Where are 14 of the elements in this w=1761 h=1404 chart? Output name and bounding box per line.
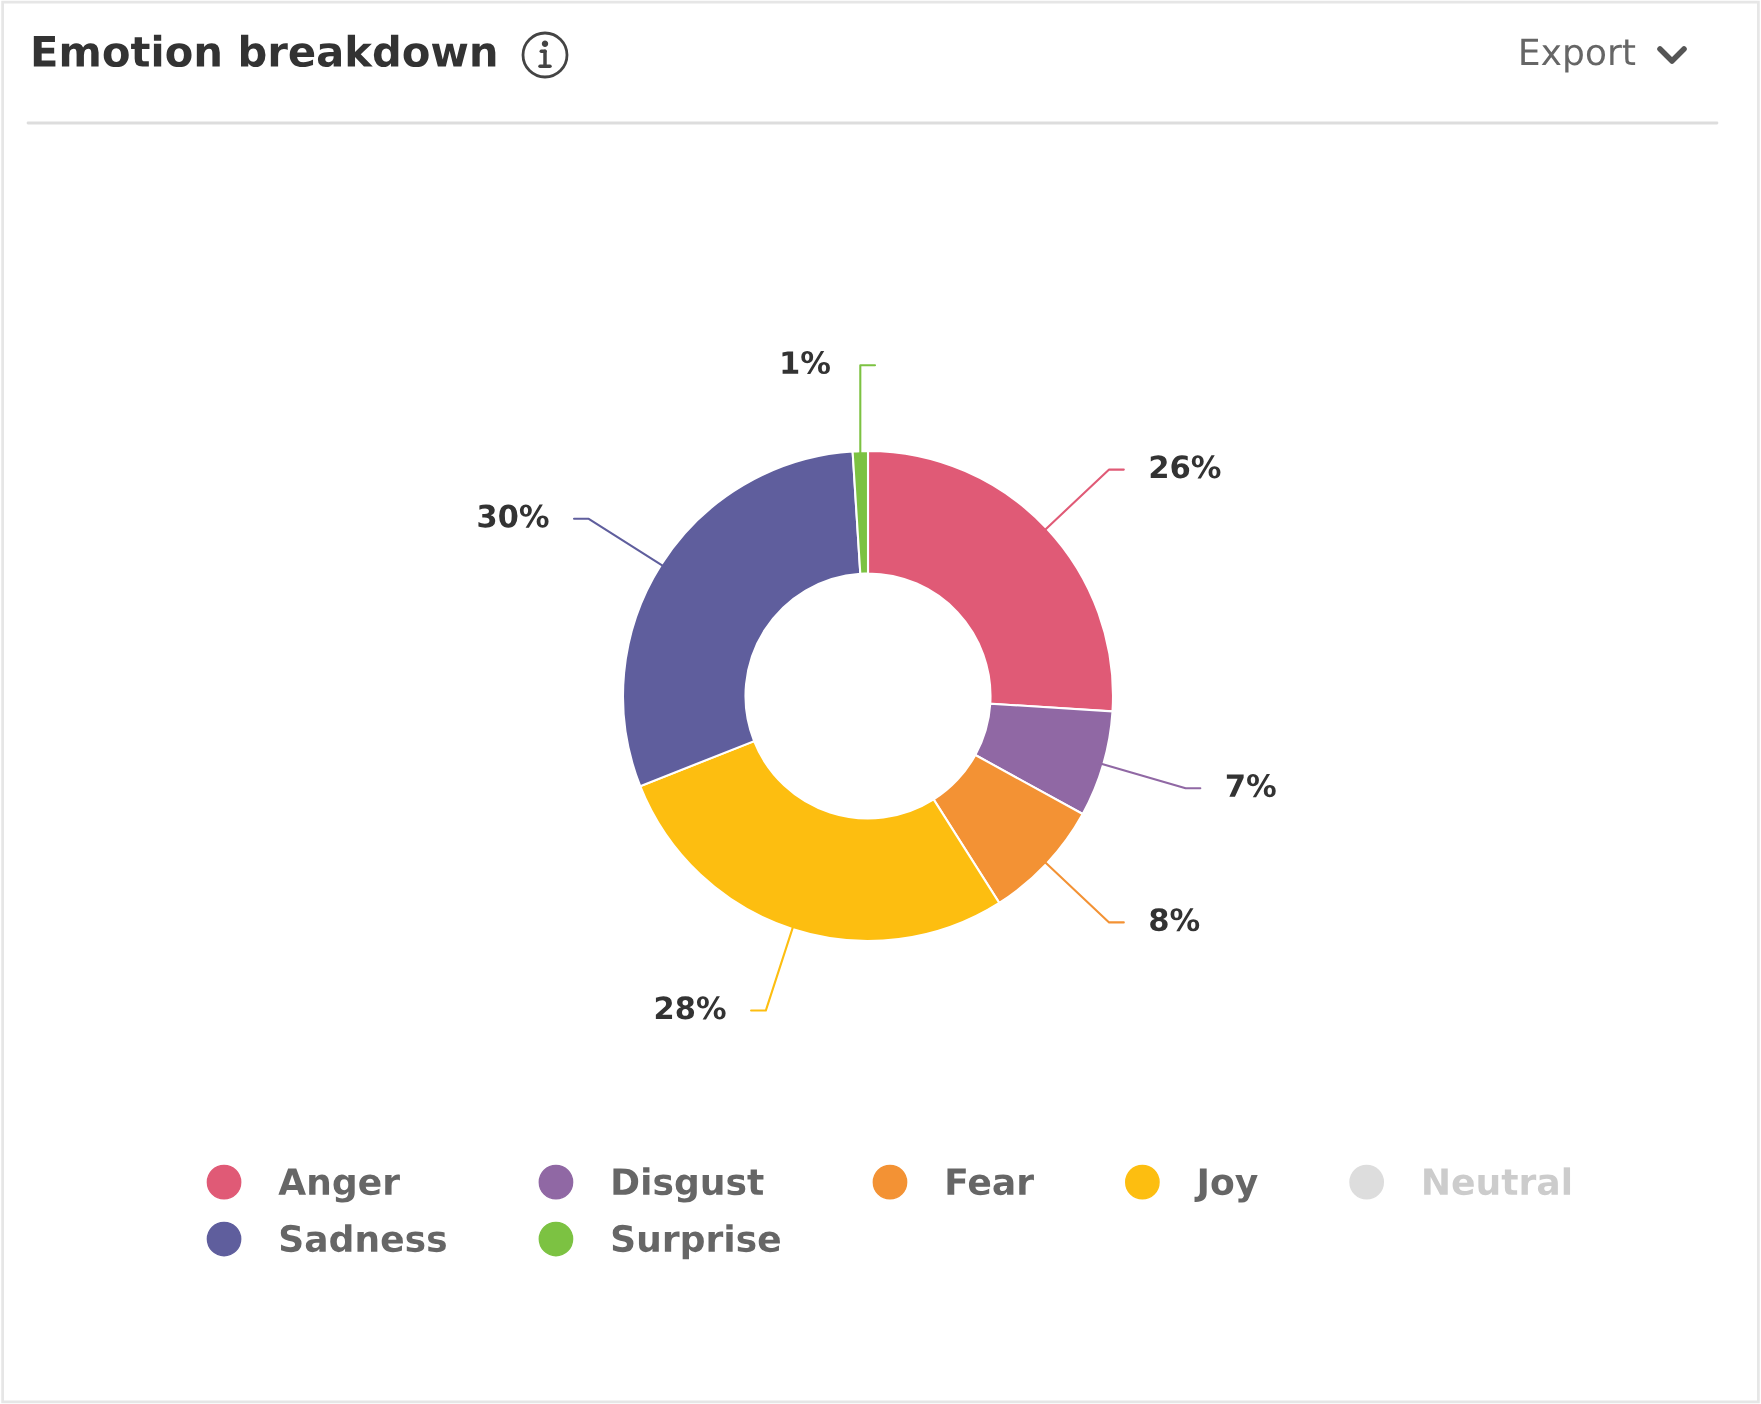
- data-label: 28%: [655, 996, 726, 1020]
- data-label: 7%: [1226, 774, 1276, 798]
- legend-label: Fear: [947, 1168, 1034, 1196]
- data-label: 30%: [478, 504, 549, 528]
- data-label: 8%: [1150, 908, 1200, 932]
- data-label: 1%: [782, 351, 830, 375]
- legend-label: Anger: [278, 1168, 400, 1203]
- chart-title: Emotion breakdown: [33, 34, 496, 68]
- legend-label: Surprise: [612, 1224, 780, 1260]
- data-label: 26%: [1150, 455, 1221, 479]
- legend-label: Joy: [1194, 1168, 1258, 1203]
- legend-label: Sadness: [280, 1224, 446, 1253]
- text: Export: [1521, 38, 1636, 73]
- legend-label: Disgust: [613, 1167, 764, 1203]
